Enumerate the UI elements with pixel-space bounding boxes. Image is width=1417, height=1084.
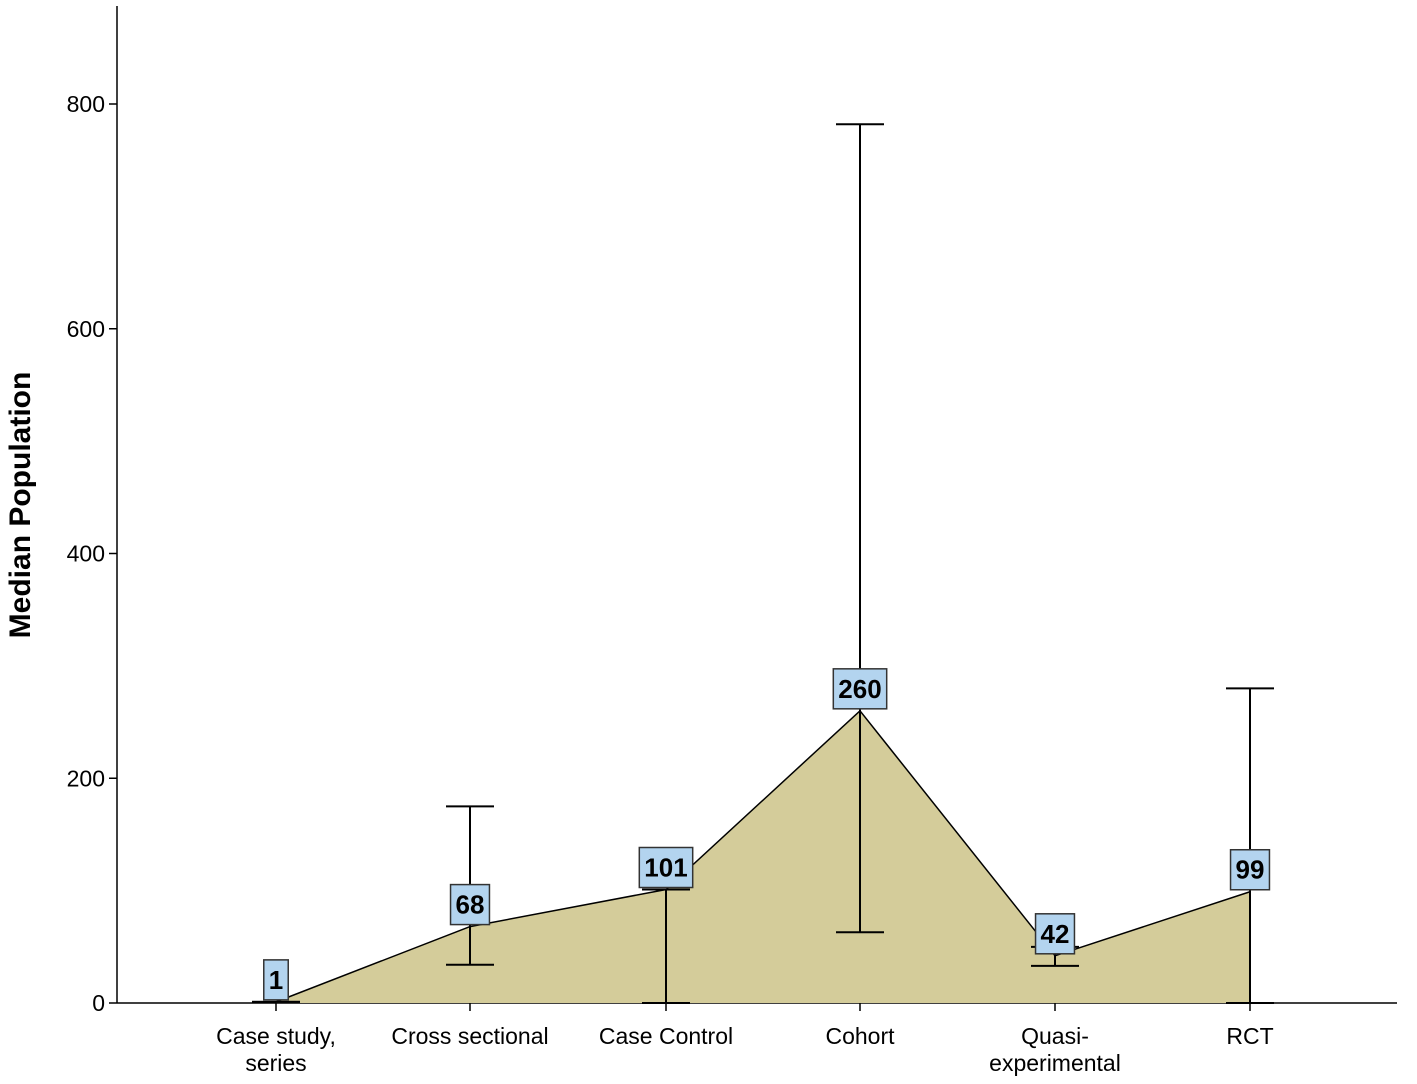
value-label: 68 [449,883,491,926]
y-tick-label: 0 [92,990,105,1016]
x-tick-label: Cross sectional [391,1023,548,1049]
value-label-text: 260 [838,674,881,704]
value-label-text: 42 [1041,919,1070,949]
area-layer [275,709,1251,1003]
value-label: 260 [832,668,888,710]
value-label-box [638,846,694,889]
value-label: 1 [263,959,289,1001]
value-label: 101 [638,846,694,889]
value-label-text: 99 [1236,855,1265,885]
x-tick-label: Case Control [599,1023,733,1049]
x-tick-label: Cohort [825,1023,895,1049]
y-tick-label: 400 [67,541,105,567]
y-tick-label: 800 [67,91,105,117]
area-fill [276,710,1250,1003]
x-tick-label: Case study, series [216,1023,336,1076]
value-label: 99 [1229,848,1271,891]
y-axis-label: Median Population [4,372,37,639]
y-tick-label: 600 [67,316,105,342]
value-label-box [263,959,289,1001]
value-label-box [832,668,888,710]
value-label-text: 68 [456,890,485,920]
y-tick-label: 200 [67,765,105,791]
value-label-box [449,883,491,926]
value-label-text: 101 [644,853,687,883]
value-label-box [1034,913,1076,955]
value-label-text: 1 [269,965,283,995]
value-label-box [1229,848,1271,891]
value-label: 42 [1034,913,1076,955]
tick-labels: 0 200 400 600 800 Case study, series Cross sect… [67,91,1274,1076]
x-tick-label: Quasi-experimental [989,1023,1121,1076]
value-labels: 1 68 101 260 42 99 [263,668,1271,1001]
area-line [275,709,1251,1003]
x-tick-label: RCT [1226,1023,1273,1049]
